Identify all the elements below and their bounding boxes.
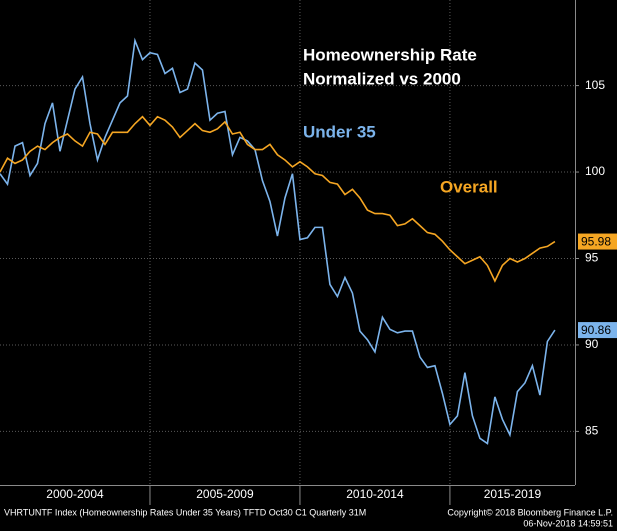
x-band-label: 2015-2019 xyxy=(484,487,542,501)
y-tick-label: 95 xyxy=(585,251,599,265)
series-label: Overall xyxy=(440,177,498,196)
last-value-box xyxy=(578,322,617,339)
last-value-label: 95.98 xyxy=(581,235,611,249)
footer-text: VHRTUNTF Index (Homeownership Rates Unde… xyxy=(4,507,366,517)
last-value-box xyxy=(578,233,617,250)
y-tick-label: 100 xyxy=(585,164,605,178)
x-band-label: 2010-2014 xyxy=(346,487,404,501)
chart-title: Homeownership Rate xyxy=(303,45,477,64)
x-band-label: 2000-2004 xyxy=(46,487,104,501)
x-band-label: 2005-2009 xyxy=(196,487,254,501)
y-tick-label: 90 xyxy=(585,337,599,351)
footer-text: Copyright© 2018 Bloomberg Finance L.P. xyxy=(447,507,613,517)
series-label: Under 35 xyxy=(303,122,376,141)
y-tick-label: 105 xyxy=(585,78,605,92)
y-tick-label: 85 xyxy=(585,424,599,438)
footer-text: 06-Nov-2018 14:59:51 xyxy=(523,518,613,528)
line-series xyxy=(0,115,556,283)
line-series xyxy=(0,37,556,445)
last-value-label: 90.86 xyxy=(581,323,611,337)
chart-title: Normalized vs 2000 xyxy=(303,69,461,88)
